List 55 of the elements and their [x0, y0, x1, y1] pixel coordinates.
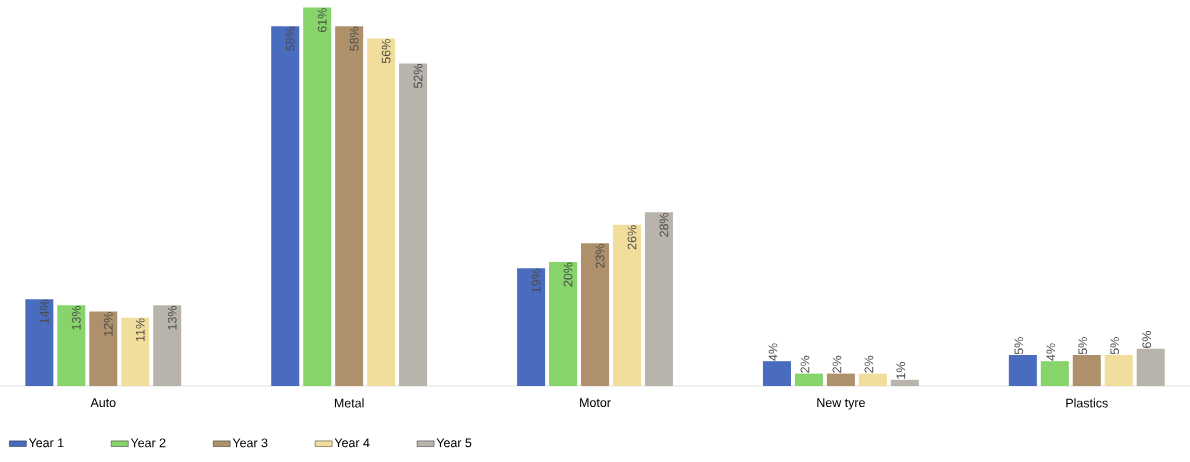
- data-label: 61%: [317, 8, 327, 33]
- x-tick-label: Auto: [90, 398, 116, 408]
- legend-label: Year 2: [130, 438, 166, 448]
- bar: [549, 261, 578, 386]
- bar: [271, 26, 300, 386]
- data-label: 14%: [39, 299, 49, 324]
- data-label: 1%: [896, 362, 906, 379]
- x-tick-label: New tyre: [817, 398, 865, 410]
- bar: [858, 373, 887, 386]
- data-label: 26%: [627, 225, 637, 250]
- data-label: 2%: [832, 355, 842, 373]
- data-label: 4%: [1046, 343, 1056, 361]
- data-label: 19%: [531, 268, 541, 293]
- bar: [762, 361, 791, 386]
- bar: [367, 38, 396, 386]
- data-label: 28%: [659, 212, 669, 237]
- data-label: 12%: [103, 312, 113, 336]
- bar: [581, 243, 610, 386]
- legend-label: Year 5: [436, 438, 472, 448]
- data-label: 2%: [800, 355, 810, 373]
- data-label: 58%: [349, 26, 359, 51]
- data-label: 13%: [71, 306, 81, 330]
- bar: [517, 268, 546, 386]
- bar: [1104, 354, 1133, 386]
- data-label: 11%: [135, 318, 145, 341]
- bar: [121, 317, 150, 386]
- legend-label: Year 4: [334, 438, 370, 448]
- bar: [89, 311, 118, 386]
- x-tick-label: Motor: [580, 398, 611, 408]
- bar: [612, 224, 641, 386]
- data-label: 5%: [1110, 337, 1120, 355]
- data-label: 52%: [413, 64, 423, 89]
- x-tick-label: Plastics: [1066, 398, 1108, 408]
- bar: [794, 373, 823, 386]
- bar: [1008, 354, 1037, 386]
- legend-label: Year 3: [232, 438, 268, 448]
- bar: [25, 299, 54, 386]
- data-label: 13%: [167, 306, 177, 330]
- data-label: 20%: [563, 262, 573, 287]
- bar: [826, 373, 855, 386]
- data-label: 6%: [1142, 331, 1152, 348]
- data-label: 58%: [285, 26, 295, 51]
- bar: [335, 26, 364, 386]
- data-label: 56%: [381, 39, 391, 64]
- data-label: 5%: [1078, 337, 1088, 355]
- data-label: 2%: [864, 355, 874, 373]
- bar: [303, 7, 332, 386]
- x-tick-label: Metal: [334, 398, 364, 408]
- bar: [1040, 361, 1069, 386]
- legend-label: Year 1: [28, 438, 64, 448]
- data-label: 23%: [595, 243, 605, 268]
- data-label: 5%: [1014, 337, 1024, 355]
- data-label: 4%: [768, 343, 778, 361]
- bar: [57, 305, 86, 386]
- bar: [1072, 354, 1101, 386]
